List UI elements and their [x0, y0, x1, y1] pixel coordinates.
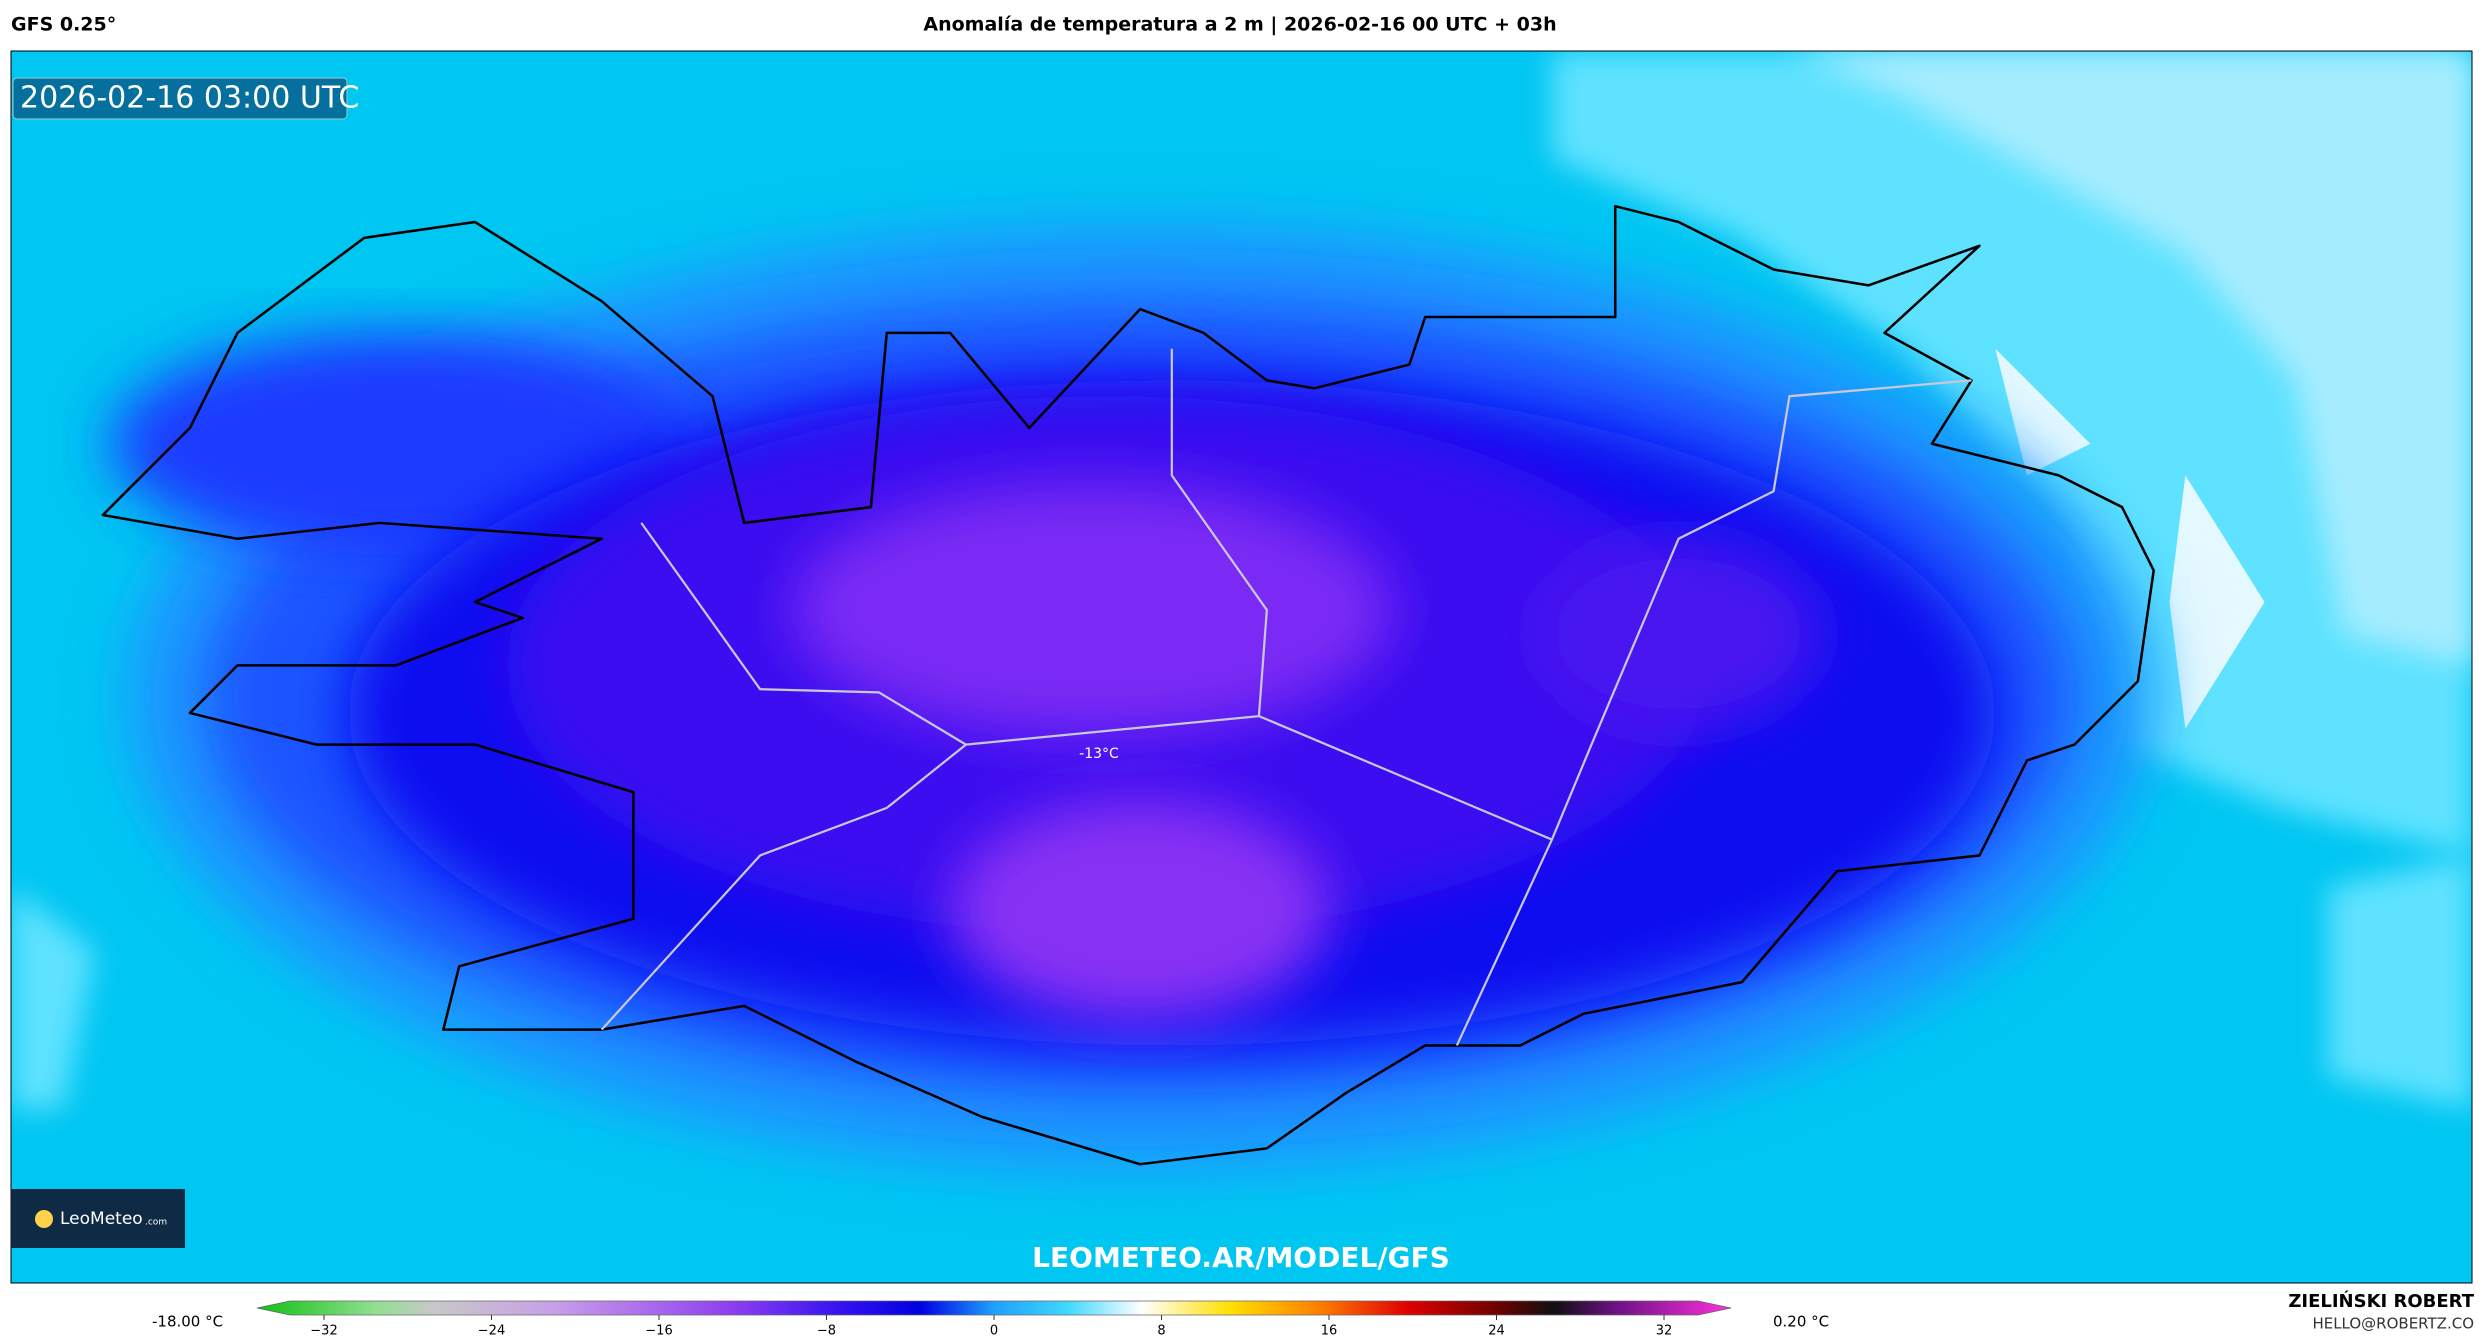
map: [11, 51, 2472, 1283]
colorbar-tick-label: 0: [990, 1324, 998, 1339]
time-box: [12, 77, 348, 120]
point-label: -13°C: [1079, 746, 1119, 762]
model-label: GFS 0.25°: [11, 14, 116, 36]
colorbar-tick-label: 24: [1488, 1324, 1505, 1339]
map-frame: [10, 50, 2473, 1284]
logo-sun: [35, 1210, 53, 1228]
colorbar-tick-label: 32: [1656, 1324, 1673, 1339]
colorbar-tick-label: 8: [1157, 1324, 1165, 1339]
colorbar: [256, 1300, 1732, 1316]
logo: LeoMeteo: [60, 1209, 143, 1229]
colorbar-tick-label: 16: [1321, 1324, 1338, 1339]
colorbar-ticks: −32 −24 −16 −8 0 8 16 24 32: [310, 1315, 1672, 1339]
temperature-field: [11, 51, 2472, 1283]
valid-time: 2026-02-16 03:00 UTC: [20, 81, 359, 116]
watermark: LEOMETEO.AR/MODEL/GFS: [1032, 1241, 1450, 1274]
map-title: Anomalía de temperatura a 2 m | 2026-02-…: [923, 14, 1556, 36]
region-borders: [600, 348, 1972, 1046]
colorbar-tick-label: −24: [478, 1324, 505, 1339]
colorbar-tick-label: −8: [817, 1324, 836, 1339]
colorbar-max: 0.20 °C: [1773, 1313, 1829, 1331]
colorbar-tick-label: −32: [310, 1324, 337, 1339]
colorbar-min: -18.00 °C: [152, 1313, 223, 1331]
author: ZIELIŃSKI ROBERT: [2288, 1290, 2474, 1312]
coastline: [101, 204, 2155, 1166]
colorbar-tick-label: −16: [645, 1324, 672, 1339]
logo-suffix: .com: [145, 1218, 167, 1228]
email: HELLO@ROBERTZ.CO: [2312, 1315, 2474, 1333]
